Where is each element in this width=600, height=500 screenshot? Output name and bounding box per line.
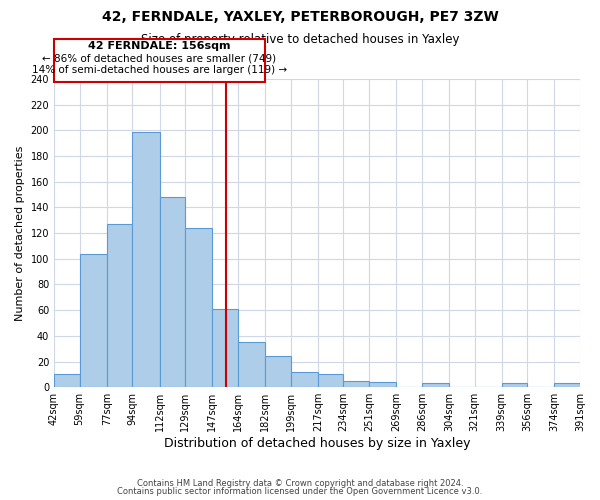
Bar bbox=[318, 374, 343, 387]
Bar bbox=[554, 384, 580, 387]
Bar bbox=[212, 309, 238, 387]
Bar bbox=[185, 228, 212, 387]
Bar bbox=[80, 254, 107, 387]
Bar bbox=[160, 197, 185, 387]
Text: Contains public sector information licensed under the Open Government Licence v3: Contains public sector information licen… bbox=[118, 487, 482, 496]
Bar bbox=[54, 374, 80, 387]
Text: 42, FERNDALE, YAXLEY, PETERBOROUGH, PE7 3ZW: 42, FERNDALE, YAXLEY, PETERBOROUGH, PE7 … bbox=[101, 10, 499, 24]
Text: 14% of semi-detached houses are larger (119) →: 14% of semi-detached houses are larger (… bbox=[32, 64, 287, 74]
Bar bbox=[369, 382, 396, 387]
Text: ← 86% of detached houses are smaller (749): ← 86% of detached houses are smaller (74… bbox=[43, 53, 277, 63]
X-axis label: Distribution of detached houses by size in Yaxley: Distribution of detached houses by size … bbox=[164, 437, 470, 450]
Bar bbox=[107, 224, 133, 387]
Bar bbox=[290, 372, 318, 387]
Bar bbox=[502, 384, 527, 387]
Bar bbox=[343, 381, 369, 387]
Text: 42 FERNDALE: 156sqm: 42 FERNDALE: 156sqm bbox=[88, 40, 231, 50]
Text: Size of property relative to detached houses in Yaxley: Size of property relative to detached ho… bbox=[141, 32, 459, 46]
Y-axis label: Number of detached properties: Number of detached properties bbox=[15, 146, 25, 321]
Text: Contains HM Land Registry data © Crown copyright and database right 2024.: Contains HM Land Registry data © Crown c… bbox=[137, 478, 463, 488]
Bar bbox=[265, 356, 290, 387]
Bar bbox=[422, 384, 449, 387]
Bar bbox=[133, 132, 160, 387]
Bar bbox=[238, 342, 265, 387]
